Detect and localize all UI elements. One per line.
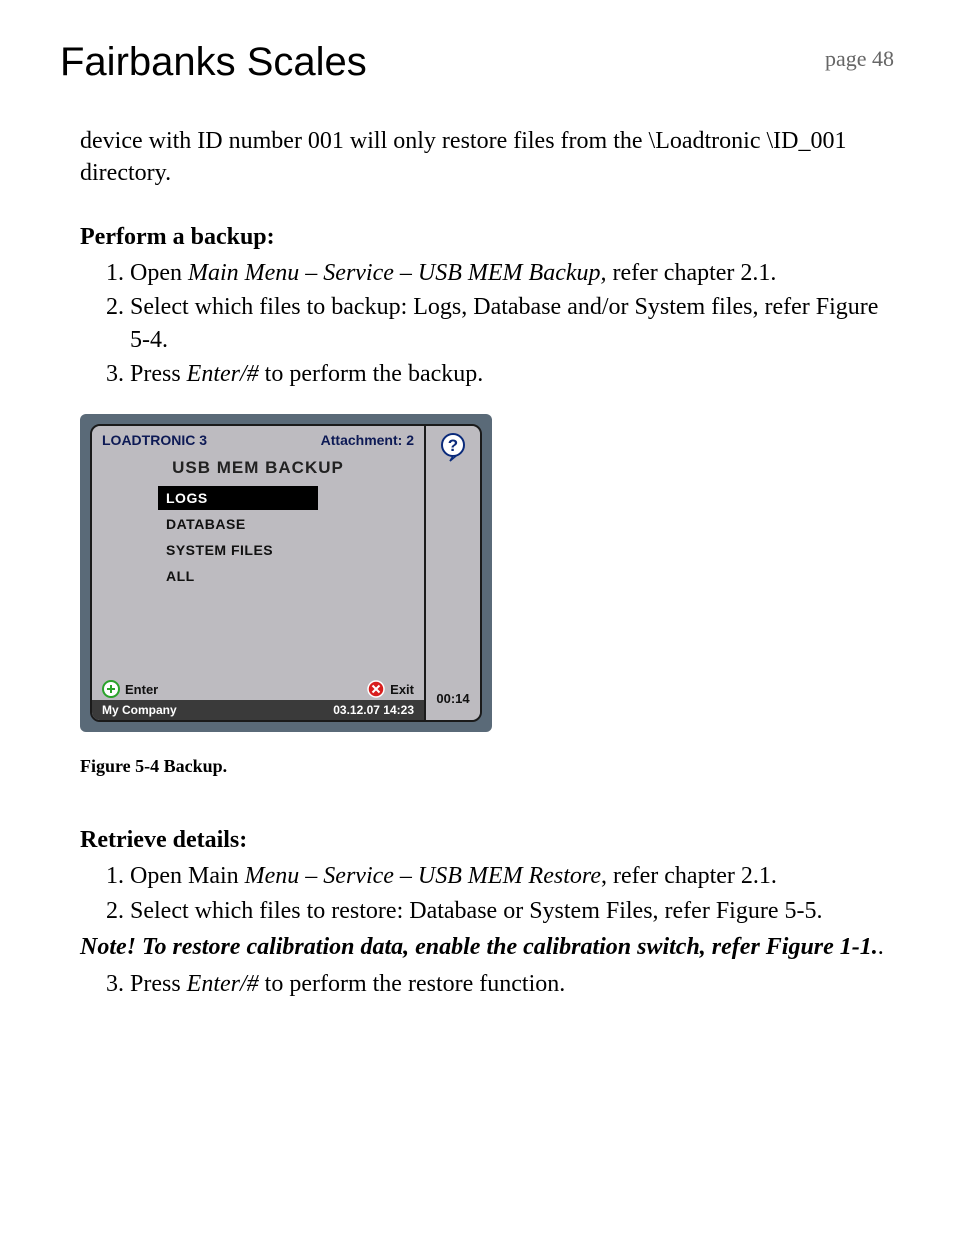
screen-side-column: ? 00:14 [426,426,480,720]
screen-footer: My Company 03.12.07 14:23 [92,700,424,720]
enter-button[interactable]: Enter [102,680,158,698]
retrieve-step-2: Select which files to restore: Database … [130,895,894,927]
exit-button[interactable]: Exit [367,680,414,698]
retrieve-note: Note! To restore calibration data, enabl… [60,931,894,963]
screen-header-row: LOADTRONIC 3 Attachment: 2 [92,426,424,454]
svg-text:?: ? [448,436,458,455]
enter-label: Enter [125,682,158,697]
retrieve-step-3: Press Enter/# to perform the restore fun… [130,968,894,1000]
backup-menu: LOGS DATABASE SYSTEM FILES ALL [92,486,424,590]
backup-steps: Open Main Menu – Service – USB MEM Backu… [60,257,894,391]
retrieve-title: Retrieve details: [60,827,894,854]
company-logo-text: Fairbanks Scales [60,40,367,85]
spacer [92,590,424,680]
device-screen: LOADTRONIC 3 Attachment: 2 USB MEM BACKU… [90,424,482,722]
help-icon[interactable]: ? [439,432,467,462]
intro-paragraph: device with ID number 001 will only rest… [60,125,894,190]
company-name: My Company [102,703,177,717]
menu-item-all[interactable]: ALL [158,564,318,588]
screen-main-column: LOADTRONIC 3 Attachment: 2 USB MEM BACKU… [92,426,426,720]
retrieve-step-1: Open Main Menu – Service – USB MEM Resto… [130,860,894,892]
attachment-label: Attachment: 2 [321,432,414,448]
elapsed-time: 00:14 [436,691,469,706]
retrieve-steps-3: Press Enter/# to perform the restore fun… [60,968,894,1000]
page-number: page 48 [825,46,894,72]
device-screenshot: LOADTRONIC 3 Attachment: 2 USB MEM BACKU… [80,414,492,732]
figure-caption: Figure 5-4 Backup. [60,756,894,777]
exit-label: Exit [390,682,414,697]
backup-title: Perform a backup: [60,224,894,251]
exit-icon [367,680,385,698]
document-page: Fairbanks Scales page 48 device with ID … [0,0,954,1235]
menu-item-system-files[interactable]: SYSTEM FILES [158,538,318,562]
menu-item-logs[interactable]: LOGS [158,486,318,510]
softkey-row: Enter Exit [92,680,424,700]
retrieve-steps-1-2: Open Main Menu – Service – USB MEM Resto… [60,860,894,927]
product-name: LOADTRONIC 3 [102,432,207,448]
backup-step-1: Open Main Menu – Service – USB MEM Backu… [130,257,894,289]
datetime: 03.12.07 14:23 [333,703,414,717]
page-header: Fairbanks Scales page 48 [60,40,894,85]
backup-step-3: Press Enter/# to perform the backup. [130,358,894,390]
enter-icon [102,680,120,698]
screen-title: USB MEM BACKUP [92,454,424,486]
menu-item-database[interactable]: DATABASE [158,512,318,536]
backup-step-2: Select which files to backup: Logs, Data… [130,291,894,356]
